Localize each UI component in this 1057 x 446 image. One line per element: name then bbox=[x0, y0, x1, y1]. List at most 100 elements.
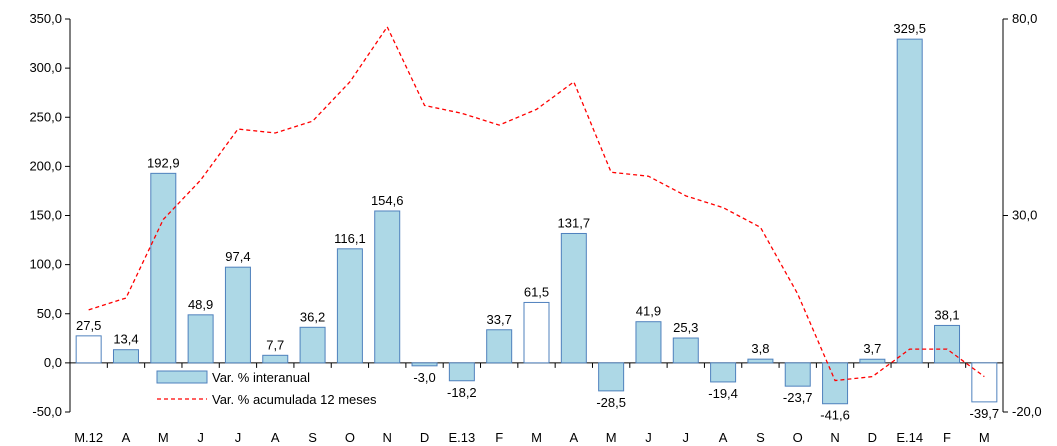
x-tick-label: D bbox=[868, 430, 877, 445]
data-label: -23,7 bbox=[783, 390, 813, 405]
bar bbox=[560, 232, 587, 364]
data-label: 329,5 bbox=[893, 21, 926, 36]
x-tick-label: J bbox=[197, 430, 204, 445]
data-label: 7,7 bbox=[266, 337, 284, 352]
data-label: -39,7 bbox=[970, 406, 1000, 421]
data-label: -18,2 bbox=[447, 385, 477, 400]
left-tick-label: 300,0 bbox=[29, 60, 62, 75]
bar bbox=[672, 337, 699, 364]
data-label: -3,0 bbox=[413, 370, 435, 385]
data-label: 97,4 bbox=[225, 249, 250, 264]
x-tick-label: J bbox=[645, 430, 652, 445]
bar bbox=[150, 172, 177, 364]
x-tick-label: D bbox=[420, 430, 429, 445]
data-label: 25,3 bbox=[673, 320, 698, 335]
bar bbox=[299, 326, 326, 364]
line-series bbox=[88, 25, 985, 382]
bar bbox=[374, 210, 401, 364]
left-tick-label: 200,0 bbox=[29, 158, 62, 173]
bar bbox=[523, 301, 550, 364]
left-tick-label: 50,0 bbox=[37, 306, 62, 321]
data-label: 131,7 bbox=[558, 215, 591, 230]
x-tick-label: S bbox=[308, 430, 317, 445]
x-tick-label: N bbox=[830, 430, 839, 445]
x-tick-label: A bbox=[271, 430, 280, 445]
x-tick-label: J bbox=[683, 430, 690, 445]
data-label: 38,1 bbox=[934, 307, 959, 322]
bar bbox=[336, 248, 363, 364]
data-label: 33,7 bbox=[487, 312, 512, 327]
bar bbox=[710, 362, 737, 383]
legend-line-label: Var. % acumulada 12 meses bbox=[212, 392, 377, 407]
data-label: -41,6 bbox=[820, 408, 850, 423]
bar bbox=[411, 362, 438, 367]
x-axis: M.12 A M J J A S O N D E.13 F M A M J J A S O N D E.14 F M bbox=[69, 362, 1004, 445]
data-label: 48,9 bbox=[188, 297, 213, 312]
x-tick-label: A bbox=[569, 430, 578, 445]
legend: Var. % interanual Var. % acumulada 12 me… bbox=[156, 370, 377, 407]
x-tick-label: N bbox=[383, 430, 392, 445]
bar bbox=[859, 358, 886, 364]
bar bbox=[75, 335, 102, 364]
x-tick-label: J bbox=[235, 430, 242, 445]
left-tick-label: -50,0 bbox=[32, 404, 62, 419]
right-y-axis: -20,0 30,0 80,0 bbox=[1002, 11, 1042, 419]
data-label: 36,2 bbox=[300, 309, 325, 324]
left-tick-label: 100,0 bbox=[29, 257, 62, 272]
data-label: 154,6 bbox=[371, 193, 404, 208]
x-tick-label: M bbox=[158, 430, 169, 445]
left-tick-label: 150,0 bbox=[29, 208, 62, 223]
bar bbox=[224, 266, 251, 364]
x-tick-label: E.14 bbox=[896, 430, 923, 445]
data-label: 116,1 bbox=[334, 231, 366, 246]
x-tick-label: O bbox=[345, 430, 355, 445]
left-y-axis: -50,0 0,0 50,0 100,0 150,0 200,0 250,0 300,0 350… bbox=[29, 11, 71, 419]
bar bbox=[448, 362, 475, 382]
bar bbox=[934, 324, 961, 364]
bar bbox=[262, 354, 289, 364]
data-label: -28,5 bbox=[596, 395, 626, 410]
x-tick-label: M.12 bbox=[74, 430, 103, 445]
data-label: 61,5 bbox=[524, 284, 549, 299]
right-tick-label: 30,0 bbox=[1012, 208, 1037, 223]
data-label: 27,5 bbox=[76, 318, 101, 333]
data-label: 41,9 bbox=[636, 304, 661, 319]
bar bbox=[486, 329, 513, 364]
right-tick-label: 80,0 bbox=[1012, 11, 1037, 26]
bar bbox=[896, 38, 923, 364]
x-tick-label: F bbox=[495, 430, 503, 445]
bar bbox=[187, 314, 214, 364]
data-label: 3,7 bbox=[863, 341, 881, 356]
left-tick-label: 0,0 bbox=[44, 355, 62, 370]
bar bbox=[635, 321, 662, 364]
x-tick-label: E.13 bbox=[448, 430, 475, 445]
line-path bbox=[88, 25, 985, 382]
legend-bar-label: Var. % interanual bbox=[212, 370, 310, 385]
legend-bar-swatch bbox=[156, 370, 208, 384]
bar bbox=[822, 362, 849, 405]
data-label: -19,4 bbox=[708, 386, 738, 401]
bar-series bbox=[75, 38, 998, 405]
left-tick-label: 250,0 bbox=[29, 109, 62, 124]
x-tick-label: A bbox=[122, 430, 131, 445]
data-label: 3,8 bbox=[751, 341, 769, 356]
bar bbox=[784, 362, 811, 387]
right-tick-label: -20,0 bbox=[1012, 404, 1042, 419]
x-tick-label: O bbox=[793, 430, 803, 445]
data-label: 13,4 bbox=[113, 332, 138, 347]
bar bbox=[747, 358, 774, 364]
bar bbox=[112, 349, 139, 364]
bar bbox=[971, 362, 998, 403]
x-tick-label: S bbox=[756, 430, 765, 445]
bar bbox=[598, 362, 625, 392]
x-tick-label: M bbox=[606, 430, 617, 445]
x-tick-label: A bbox=[719, 430, 728, 445]
data-label: 192,9 bbox=[147, 155, 180, 170]
x-tick-label: F bbox=[943, 430, 951, 445]
x-tick-label: M bbox=[531, 430, 542, 445]
x-tick-label: M bbox=[979, 430, 990, 445]
data-labels: 27,5 13,4 192,9 48,9 97,4 7,7 36,2 116,1 154,6 -3… bbox=[76, 21, 999, 423]
left-tick-label: 350,0 bbox=[29, 11, 62, 26]
